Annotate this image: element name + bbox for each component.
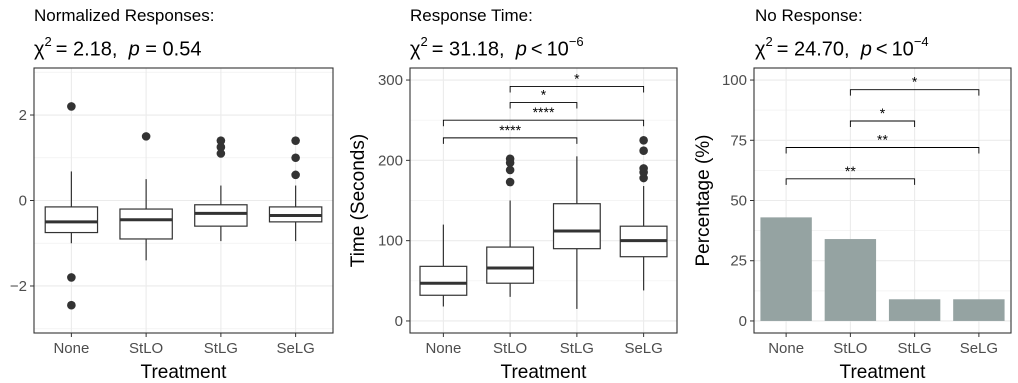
chi2-value: 24.70 — [793, 38, 845, 61]
x-axis-title: Treatment — [501, 362, 588, 383]
panel-title: Response Time: — [410, 6, 533, 25]
box-stlo — [119, 208, 173, 240]
outlier-point — [291, 136, 300, 145]
outlier-point — [67, 273, 76, 282]
x-axis-title: Treatment — [141, 362, 228, 383]
significance-label: **** — [533, 104, 555, 120]
x-tick-label: SeLG — [624, 340, 662, 357]
significance-bracket — [785, 178, 916, 185]
y-tick-label: 25 — [730, 253, 747, 270]
y-axis-title: Percentage (%) — [693, 134, 714, 266]
y-tick-label: −2 — [10, 278, 27, 295]
bar-stlo — [824, 239, 877, 321]
x-tick-label: StLG — [204, 340, 238, 357]
x-tick-label: SeLG — [960, 340, 998, 357]
chi2-value: 31.18 — [448, 38, 500, 61]
significance-label: ** — [877, 132, 888, 148]
outlier-point — [216, 142, 226, 152]
outlier-point — [639, 164, 648, 173]
x-tick-label: StLG — [560, 340, 594, 357]
significance-bracket — [849, 89, 980, 96]
significance-bracket — [849, 120, 916, 127]
y-tick-label: 300 — [378, 72, 403, 89]
outlier-point — [216, 149, 226, 158]
significance-bracket — [442, 137, 578, 144]
x-axis-title: Treatment — [840, 362, 927, 383]
outlier-point — [639, 146, 648, 156]
normalized-responses-panel: Normalized Responses: χ2 = 2.18, p = 0.5… — [0, 0, 340, 383]
box-stlo — [486, 246, 535, 284]
panel-statistic: χ2 = 2.18, p = 0.54 — [34, 34, 202, 61]
significance-bracket — [509, 102, 578, 109]
significance-bracket — [442, 119, 645, 127]
significance-label: ** — [845, 163, 856, 179]
y-tick-label: 2 — [19, 107, 27, 124]
p-value: 10 — [891, 38, 914, 61]
significance-label: * — [912, 74, 918, 90]
response-time-panel: Response Time: χ2 = 31.18, p < 10−6 ****… — [340, 0, 685, 383]
outlier-point — [67, 102, 76, 111]
x-tick-label: StLO — [129, 340, 163, 357]
plot-border — [409, 67, 678, 334]
outlier-point — [291, 170, 300, 180]
p-value: 10 — [546, 38, 569, 61]
outlier-point — [505, 177, 515, 187]
y-tick-label: 50 — [730, 193, 747, 210]
significance-label: **** — [499, 122, 521, 138]
y-tick-label: 75 — [730, 132, 747, 149]
box-stlg — [552, 203, 601, 250]
significance-bracket — [785, 147, 980, 154]
box-none — [44, 206, 99, 234]
x-tick-label: None — [768, 340, 804, 357]
normalized-responses-plot: −2 0 2 None StLO StLG SeLG Treatment — [10, 67, 334, 383]
panel-title: Normalized Responses: — [34, 6, 215, 25]
bar-selg — [953, 299, 1005, 321]
significance-label: * — [880, 105, 886, 121]
panel-statistic: χ2 = 31.18, p < 10−6 — [410, 34, 584, 61]
x-tick-label: StLO — [493, 340, 527, 357]
y-axis-title: Time (Seconds) — [348, 134, 369, 267]
no-response-panel: No Response: χ2 = 24.70, p < 10−4 ** ** * *… — [685, 0, 1018, 383]
y-tick-label: 0 — [19, 193, 27, 210]
plot-border — [753, 67, 1012, 334]
chi2-value: 2.18 — [72, 38, 112, 61]
plot-border — [33, 67, 334, 334]
y-tick-label: 100 — [722, 72, 747, 89]
bar-stlg — [888, 299, 941, 321]
significance-label: * — [541, 87, 547, 103]
y-tick-label: 200 — [378, 152, 403, 169]
x-tick-label: StLO — [833, 340, 867, 357]
outlier-point — [639, 135, 648, 145]
p-value: 0.54 — [162, 38, 202, 61]
x-tick-label: None — [425, 340, 461, 357]
bar-none — [760, 217, 812, 321]
y-tick-label: 100 — [378, 233, 403, 250]
box-stlg — [194, 204, 248, 227]
outlier-point — [216, 136, 226, 145]
outlier-point — [505, 165, 515, 175]
y-tick-label: 0 — [395, 313, 403, 330]
x-tick-label: SeLG — [276, 340, 314, 357]
y-tick-label: 0 — [739, 313, 747, 330]
significance-bracket — [509, 86, 645, 93]
x-tick-label: None — [53, 340, 89, 357]
box-none — [419, 265, 468, 296]
outlier-point — [505, 154, 515, 164]
panel-title: No Response: — [755, 6, 863, 25]
panel-statistic: χ2 = 24.70, p < 10−4 — [755, 34, 929, 61]
x-tick-label: StLG — [898, 340, 932, 357]
outlier-point — [291, 153, 300, 163]
significance-label: * — [574, 70, 580, 86]
outlier-point — [141, 132, 151, 141]
outlier-point — [67, 300, 76, 310]
